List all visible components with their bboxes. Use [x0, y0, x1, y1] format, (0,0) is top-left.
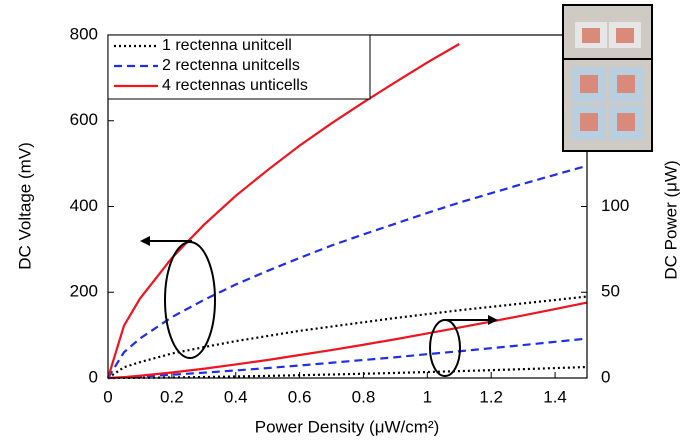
- y-axis-label: DC Voltage (mV): [15, 142, 34, 270]
- series-line: [107, 295, 588, 379]
- series-line: [107, 337, 588, 380]
- y2-axis-label: DC Power (μW): [661, 160, 680, 279]
- x-tick-label: 1.2: [479, 387, 503, 406]
- x-tick-label: 0.4: [224, 387, 248, 406]
- legend: [107, 34, 371, 100]
- x-tick-label: 1.4: [543, 387, 567, 406]
- y-tick-label: 400: [70, 196, 98, 215]
- left-arrowhead: [140, 236, 150, 246]
- y-tick-label: 800: [70, 24, 98, 43]
- legend-label: 4 rectennas unticells: [162, 77, 308, 94]
- right-ellipse: [429, 319, 461, 377]
- legend-entries: 1 rectenna unitcell 2 rectenna unitcells 4…: [114, 37, 308, 94]
- legend-label: 2 rectenna unitcells: [162, 57, 300, 74]
- x-tick-label: 0.2: [160, 387, 184, 406]
- series-line: [107, 164, 588, 379]
- x-axis-label: Power Density (μW/cm²): [255, 417, 440, 436]
- x-tick-label: 1: [423, 387, 432, 406]
- y-tick-label: 0: [89, 367, 98, 386]
- x-tick-label: 0.6: [288, 387, 312, 406]
- inset-photo: [562, 4, 653, 152]
- y2-tick-label: 100: [601, 196, 629, 215]
- y-tick-label: 200: [70, 282, 98, 301]
- right-arrowhead: [488, 315, 498, 325]
- left-ellipse: [164, 241, 216, 359]
- x-tick-label: 0.8: [352, 387, 376, 406]
- legend-label: 1 rectenna unitcell: [162, 37, 292, 54]
- y2-tick-label: 50: [601, 282, 620, 301]
- x-tick-label: 0: [103, 387, 112, 406]
- y2-tick-label: 0: [601, 367, 610, 386]
- series-line: [107, 301, 588, 380]
- y-tick-label: 600: [70, 110, 98, 129]
- series-line: [106, 43, 460, 379]
